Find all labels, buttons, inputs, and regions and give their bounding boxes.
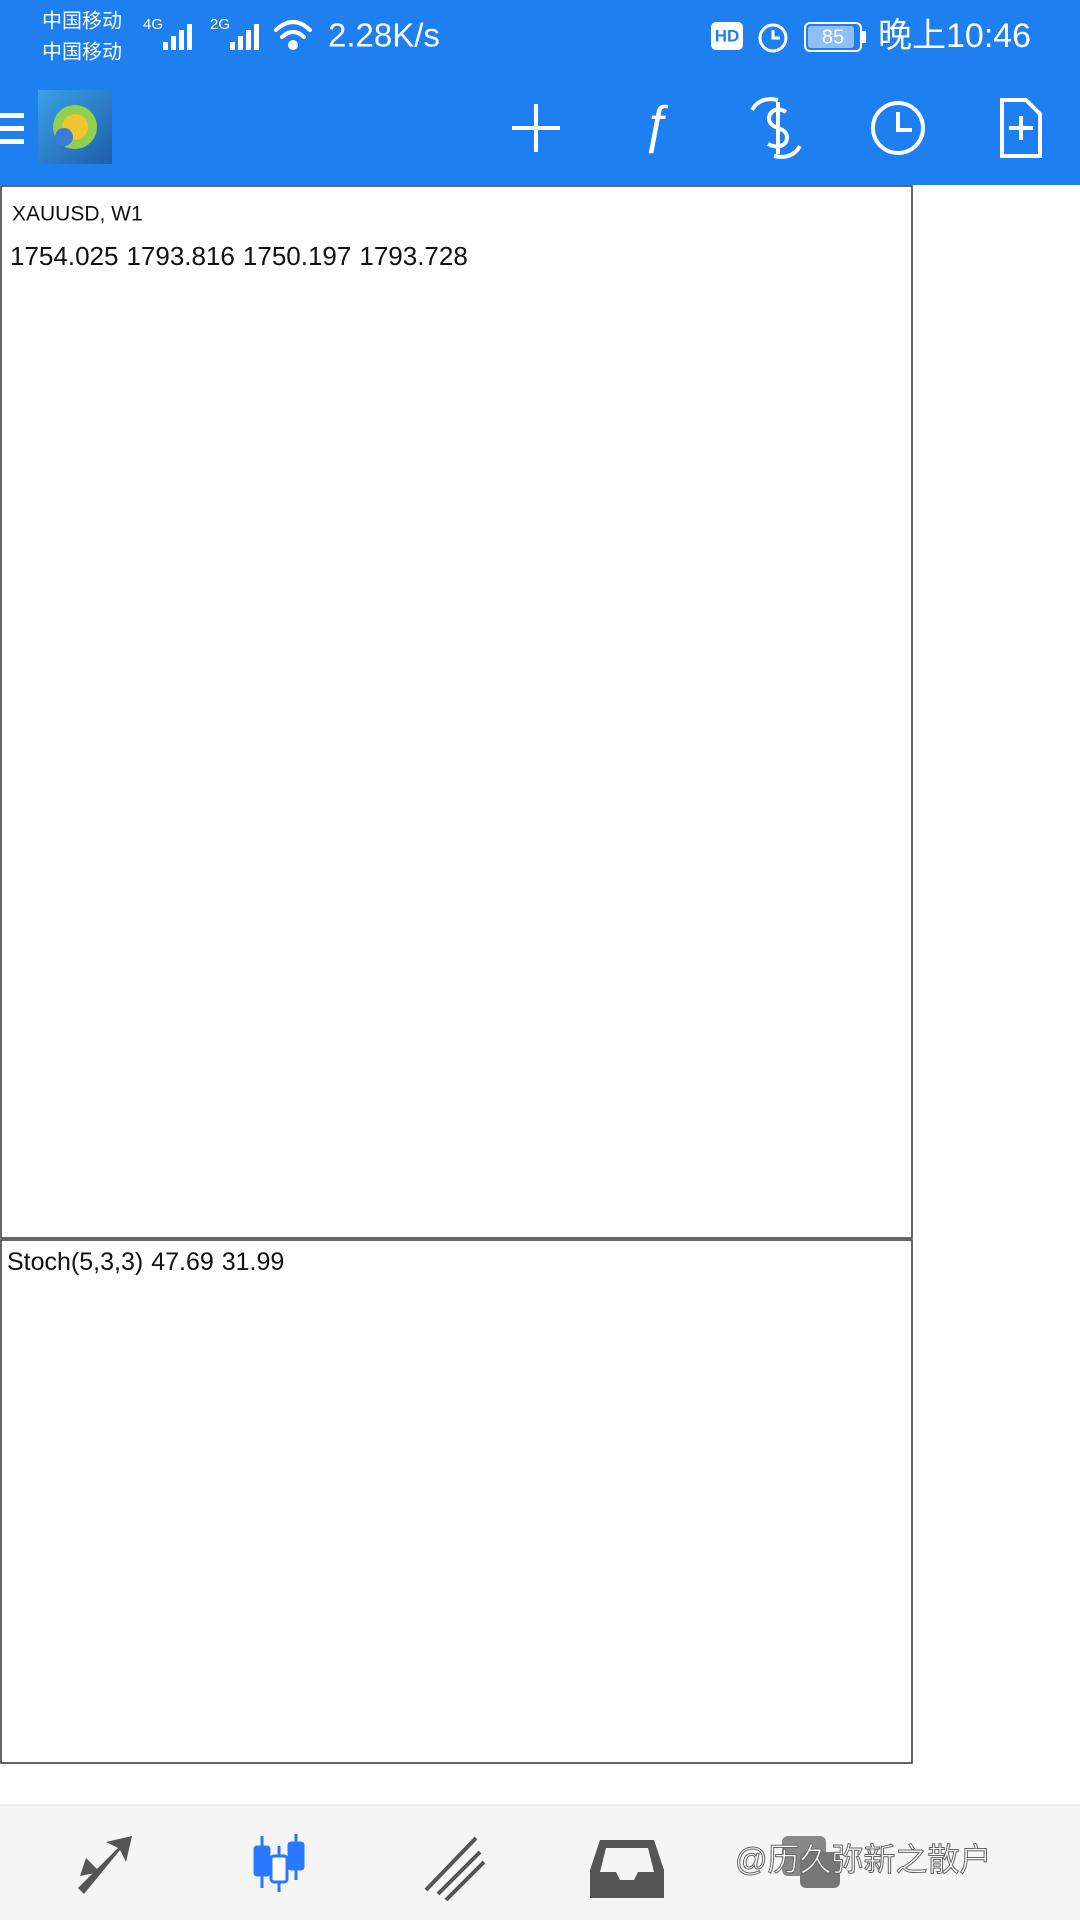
indicators-button[interactable]: ƒ — [642, 96, 671, 154]
carrier: 中国移动 — [42, 40, 122, 63]
indicator-name: Stoch(5,3,3) — [7, 1248, 143, 1276]
alarm-icon — [758, 23, 788, 53]
chart-tab[interactable] — [253, 1834, 305, 1892]
crosshair-button[interactable] — [512, 104, 560, 152]
chart-title: XAUUSD, W1 — [12, 203, 143, 226]
signal-value: 31.99 — [222, 1248, 285, 1276]
battery-level — [808, 26, 854, 48]
battery-icon — [804, 22, 862, 52]
indicator-title: Stoch(5,3,3) 47.69 31.99 — [7, 1248, 284, 1276]
app-logo[interactable] — [38, 90, 112, 164]
new-order-button[interactable] — [1000, 98, 1042, 158]
carrier: 中国移动 — [42, 9, 122, 32]
history-button[interactable] — [871, 101, 925, 155]
quotes-tab[interactable] — [78, 1836, 132, 1894]
network-type: 4G — [143, 16, 163, 33]
indicator-pane — [0, 1239, 913, 1764]
battery-tip — [862, 31, 866, 43]
trade-tab[interactable] — [424, 1836, 486, 1902]
status-bar: 中国移动 中国移动 4G 2G 2.28K/s HD 85 晚上10:46 — [42, 9, 1031, 63]
open-value: 1754.025 — [10, 241, 118, 271]
wifi-icon — [274, 20, 312, 50]
history-tab[interactable] — [590, 1840, 664, 1898]
main-pane — [0, 185, 913, 1239]
signal-icon — [163, 24, 192, 50]
ohlc-readout: 1754.025 1793.816 1750.197 1793.728 — [10, 241, 468, 271]
clock: 晚上10:46 — [878, 17, 1031, 55]
hd-badge — [711, 22, 743, 50]
chart-area — [0, 185, 913, 1764]
high-value: 1793.816 — [126, 241, 234, 271]
network-type: 2G — [210, 16, 230, 33]
hd-text: HD — [715, 26, 740, 45]
net-speed: 2.28K/s — [328, 17, 440, 54]
chat-tab[interactable] — [782, 1836, 840, 1888]
menu-button[interactable] — [0, 113, 24, 144]
bottom-nav — [0, 1805, 1080, 1920]
main-value: 47.69 — [151, 1248, 214, 1276]
signal-icon — [230, 24, 259, 50]
close-value: 1793.728 — [359, 241, 467, 271]
trade-button[interactable] — [750, 97, 802, 159]
low-value: 1750.197 — [243, 241, 351, 271]
battery-text: 85 — [822, 26, 844, 48]
watermark: @历久弥新之散户 — [735, 1841, 992, 1877]
